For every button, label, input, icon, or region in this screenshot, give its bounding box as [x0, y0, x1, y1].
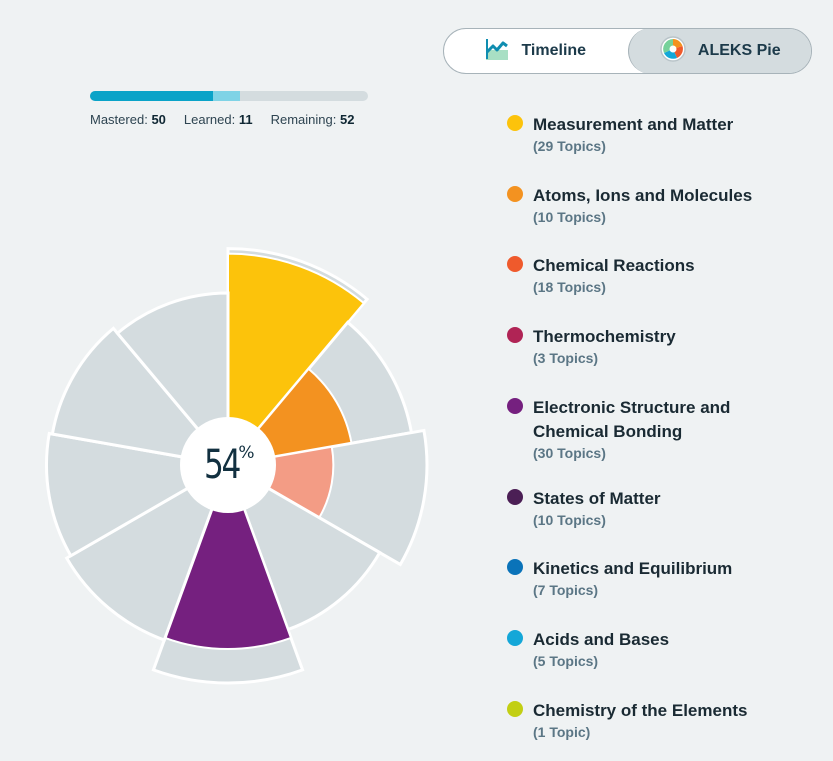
aleks-pie-chart[interactable]: [0, 230, 460, 690]
legend-item[interactable]: Atoms, Ions and Molecules (10 Topics): [507, 184, 827, 226]
legend-color-dot: [507, 256, 523, 272]
legend-color-dot: [507, 630, 523, 646]
legend-topic-name: Chemistry of the Elements: [533, 701, 748, 720]
legend-topic-name: States of Matter: [533, 489, 661, 508]
legend-topic-count: (29 Topics): [533, 138, 606, 154]
legend-color-dot: [507, 327, 523, 343]
legend-item[interactable]: Chemistry of the Elements (1 Topic): [507, 699, 827, 741]
pie-center-circle: [180, 417, 276, 513]
legend-topic-name: Acids and Bases: [533, 630, 670, 649]
legend-topic-count: (18 Topics): [533, 279, 606, 295]
pie-slice[interactable]: [151, 460, 305, 685]
aleks-pie-label: ALEKS Pie: [697, 42, 781, 59]
legend-color-dot: [507, 186, 523, 202]
legend-topic-count: (10 Topics): [533, 512, 606, 528]
legend-topic-name: Chemical Reactions: [533, 256, 695, 275]
view-toggle: Timeline ALEKS Pie: [443, 28, 812, 74]
legend-color-dot: [507, 701, 523, 717]
pie-slice-remaining: [115, 291, 230, 470]
pie-slice-remaining: [64, 461, 231, 642]
legend-topic-count: (1 Topic): [533, 724, 591, 740]
legend-topic-count: (5 Topics): [533, 653, 599, 669]
legend-item[interactable]: Electronic Structure and Chemical Bonding…: [507, 396, 827, 462]
line-chart-icon: [485, 37, 509, 66]
legend-item[interactable]: Chemical Reactions (18 Topics): [507, 254, 827, 296]
legend-color-dot: [507, 489, 523, 505]
learned-stat: Learned: 11: [183, 112, 253, 127]
progress-legend: Mastered: 50 Learned: 11 Remaining: 52: [90, 112, 354, 127]
timeline-tab[interactable]: Timeline: [444, 29, 628, 73]
legend-topic-name: Electronic Structure and: [533, 398, 731, 417]
aleks-pie-tab[interactable]: ALEKS Pie: [627, 29, 811, 73]
pie-slice[interactable]: [115, 291, 230, 470]
pie-chart-icon: [660, 35, 686, 67]
legend-topic-count: (3 Topics): [533, 350, 599, 366]
legend-item[interactable]: Kinetics and Equilibrium (7 Topics): [507, 557, 827, 599]
legend-topic-count: (30 Topics): [533, 445, 606, 461]
pie-slice[interactable]: [226, 247, 370, 470]
remaining-stat: Remaining: 52: [270, 112, 355, 127]
legend-topic-count: (7 Topics): [533, 582, 599, 598]
legend-item[interactable]: States of Matter (10 Topics): [507, 487, 827, 529]
pie-slice[interactable]: [64, 461, 231, 642]
legend-color-dot: [507, 559, 523, 575]
progress-mastered-segment: [90, 91, 213, 101]
legend-color-dot: [507, 398, 523, 414]
pie-slice[interactable]: [50, 326, 232, 468]
legend-topic-name: Thermochemistry: [533, 327, 676, 346]
pie-slice-mastered: [227, 252, 366, 468]
legend-topic-name: Kinetics and Equilibrium: [533, 559, 733, 578]
legend-topic-name: Measurement and Matter: [533, 115, 734, 134]
legend-topic-name: Atoms, Ions and Molecules: [533, 186, 753, 205]
progress-bar: [90, 91, 368, 101]
legend-item[interactable]: Thermochemistry (3 Topics): [507, 325, 827, 367]
legend-item[interactable]: Acids and Bases (5 Topics): [507, 628, 827, 670]
mastered-stat: Mastered: 50: [90, 112, 166, 127]
progress-learned-segment: [213, 91, 241, 101]
legend-topic-name: Chemical Bonding: [533, 422, 683, 441]
legend-item[interactable]: Measurement and Matter (29 Topics): [507, 113, 827, 155]
pie-slice-remaining: [50, 326, 232, 468]
legend-topic-count: (10 Topics): [533, 209, 606, 225]
pie-center-percent: 54%: [204, 442, 255, 488]
legend-color-dot: [507, 115, 523, 131]
timeline-label: Timeline: [521, 42, 587, 59]
